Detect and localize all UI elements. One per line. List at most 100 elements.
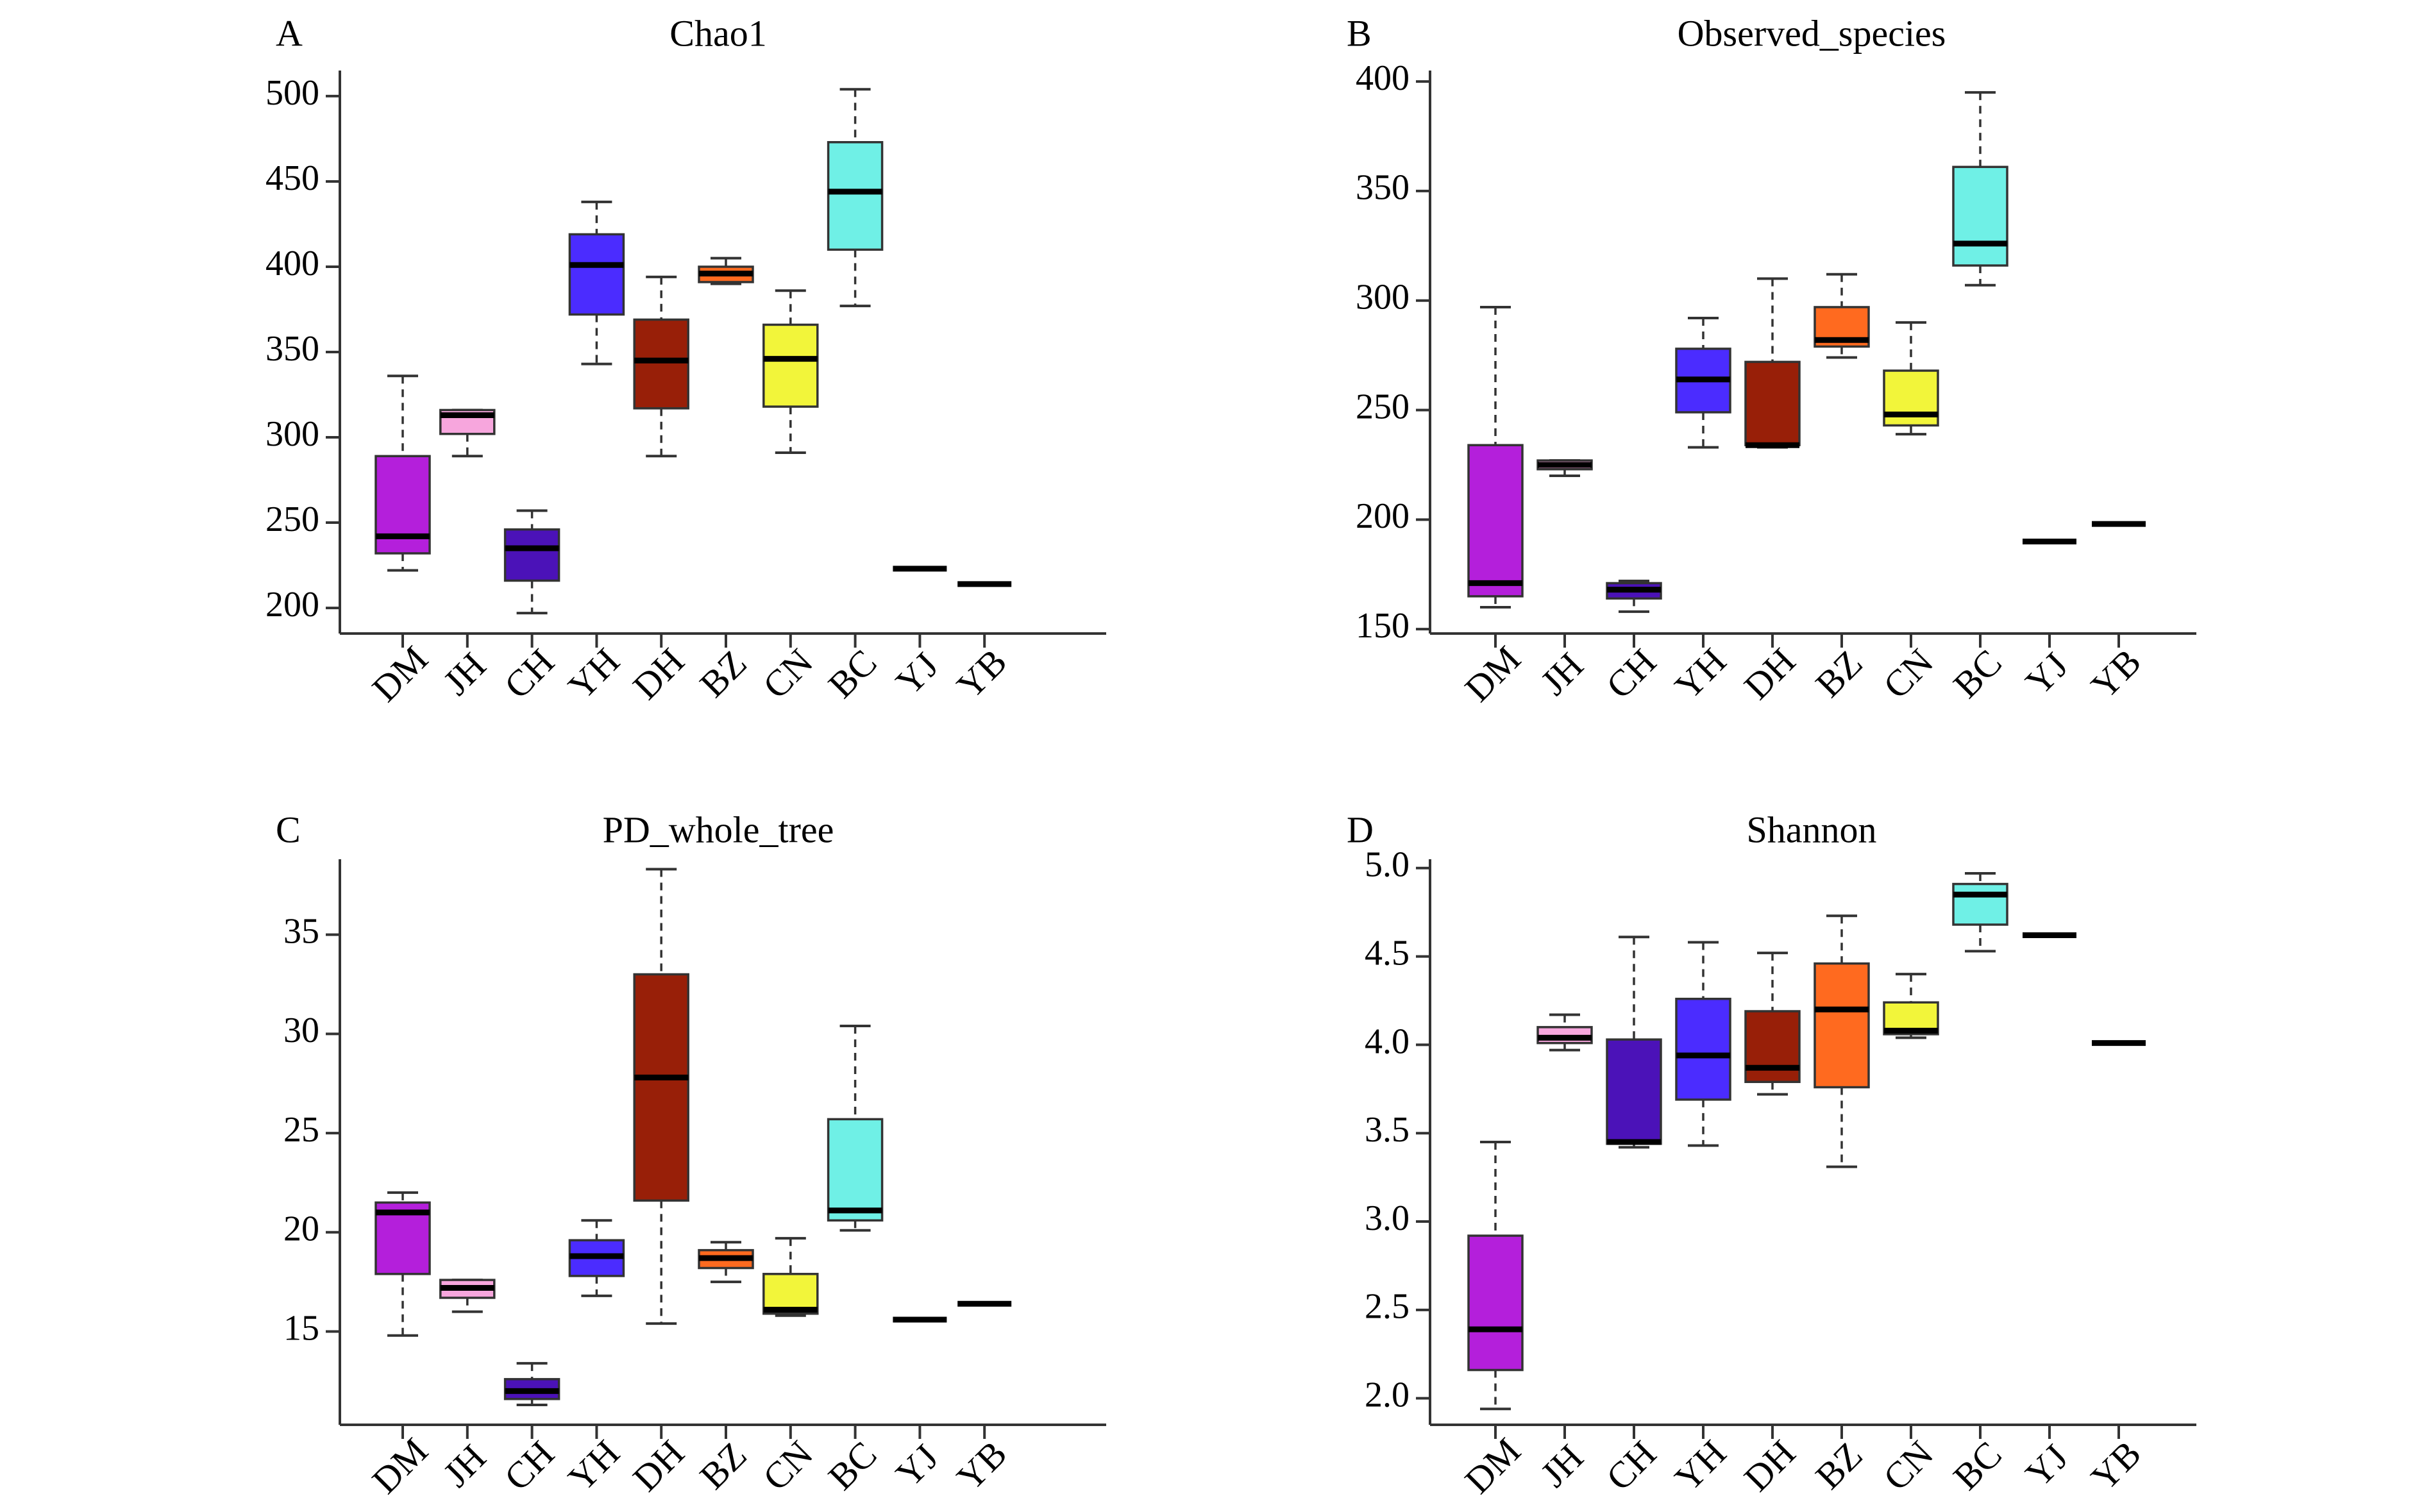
box-yb: YB (948, 1300, 1014, 1499)
box-rect (1744, 1010, 1801, 1084)
box-rect (1467, 444, 1524, 598)
x-tick-label: BZ (691, 642, 754, 705)
box-jh: JH (1533, 1013, 1593, 1495)
chart-title: Chao1 (669, 12, 766, 54)
box-rect (1744, 360, 1801, 446)
box-rect (1952, 882, 2008, 926)
box-bz: BZ (1807, 273, 1871, 705)
y-tick-label: 5.0 (1365, 845, 1410, 885)
x-tick-label: DM (364, 1430, 436, 1502)
y-tick-label: 200 (1356, 496, 1410, 536)
x-tick-label: CH (496, 641, 562, 707)
box-bc: BC (1945, 91, 2010, 706)
y-tick-label: 4.5 (1365, 933, 1410, 973)
y-tick-label: 300 (1356, 278, 1410, 317)
y-tick-label: 300 (265, 414, 319, 454)
x-tick-label: CN (755, 1432, 821, 1499)
x-tick-label: YB (948, 641, 1014, 707)
box-yj: YJ (2017, 539, 2076, 703)
box-yb: YB (948, 581, 1014, 707)
y-tick-label: 25 (283, 1110, 319, 1150)
x-tick-label: JH (1533, 644, 1592, 703)
y-tick-label: 250 (265, 500, 319, 539)
panel-letter: B (1347, 12, 1372, 54)
box-rect (1467, 1234, 1524, 1372)
chart-title: Shannon (1747, 809, 1877, 850)
box-rect (827, 140, 884, 251)
y-tick-label: 500 (265, 73, 319, 113)
y-tick-label: 400 (1356, 58, 1410, 98)
box-dh: DH (1736, 277, 1803, 707)
box-dm: DM (364, 1191, 436, 1502)
box-rect (633, 973, 689, 1202)
box-dh: DH (1736, 952, 1803, 1499)
y-tick-label: 35 (283, 911, 319, 951)
x-tick-label: BZ (1807, 642, 1870, 705)
box-dm: DM (364, 374, 436, 710)
box-ch: CH (496, 1362, 562, 1499)
x-tick-label: DH (1736, 1432, 1803, 1499)
x-tick-label: BC (820, 1433, 885, 1498)
box-yb: YB (2083, 1040, 2149, 1499)
y-tick-label: 400 (265, 244, 319, 283)
panel-letter: A (276, 12, 303, 54)
box-dm: DM (1457, 1141, 1529, 1502)
box-cn: CN (1875, 321, 1941, 707)
box-bz: BZ (691, 256, 755, 705)
box-rect (568, 233, 625, 316)
box-cn: CN (1875, 973, 1941, 1499)
box-ch: CH (1598, 936, 1664, 1499)
box-jh: JH (435, 1279, 496, 1495)
x-tick-label: CH (1598, 641, 1664, 707)
x-tick-label: YB (2083, 641, 2149, 707)
box-rect (633, 318, 689, 410)
x-tick-label: JH (1533, 1436, 1592, 1495)
y-tick-label: 2.0 (1365, 1375, 1410, 1415)
x-tick-label: CN (1875, 1432, 1941, 1499)
box-yj: YJ (888, 1316, 947, 1495)
box-ch: CH (496, 509, 562, 707)
x-tick-label: BZ (1807, 1434, 1870, 1497)
box-rect (1675, 997, 1731, 1101)
box-yh: YH (1667, 941, 1734, 1499)
panel-letter: C (276, 809, 301, 850)
x-tick-label: DM (364, 638, 436, 710)
y-tick-label: 3.5 (1365, 1110, 1410, 1150)
box-dh: DH (625, 275, 692, 707)
x-tick-label: JH (435, 1436, 494, 1495)
y-tick-label: 450 (265, 158, 319, 198)
box-bz: BZ (1807, 914, 1871, 1497)
box-yh: YH (560, 1219, 628, 1499)
y-tick-label: 250 (1356, 387, 1410, 426)
x-tick-label: BC (1945, 641, 2010, 706)
x-tick-label: YJ (2017, 644, 2076, 703)
x-tick-label: YB (948, 1432, 1014, 1499)
box-dm: DM (1457, 305, 1529, 710)
x-tick-label: CN (755, 641, 821, 707)
x-tick-label: YB (2083, 1432, 2149, 1499)
x-tick-label: DH (625, 1432, 692, 1499)
box-yb: YB (2083, 521, 2149, 707)
x-tick-label: CH (496, 1432, 562, 1499)
box-ch: CH (1598, 580, 1664, 707)
box-rect (762, 323, 819, 408)
box-bc: BC (820, 88, 885, 706)
panel-letter: D (1347, 809, 1374, 850)
x-tick-label: DH (625, 640, 692, 707)
y-tick-label: 200 (265, 585, 319, 625)
box-yh: YH (1667, 317, 1734, 707)
y-tick-label: 15 (283, 1308, 319, 1348)
y-tick-label: 4.0 (1365, 1021, 1410, 1061)
x-tick-label: DM (1457, 1430, 1529, 1502)
x-tick-label: DH (1736, 640, 1803, 707)
box-jh: JH (1533, 459, 1593, 703)
x-tick-label: YH (1667, 640, 1734, 707)
x-tick-label: CN (1875, 641, 1941, 707)
box-cn: CN (755, 1237, 821, 1499)
box-cn: CN (755, 289, 821, 707)
x-tick-label: BC (1945, 1433, 2010, 1498)
x-tick-label: BC (820, 641, 885, 706)
